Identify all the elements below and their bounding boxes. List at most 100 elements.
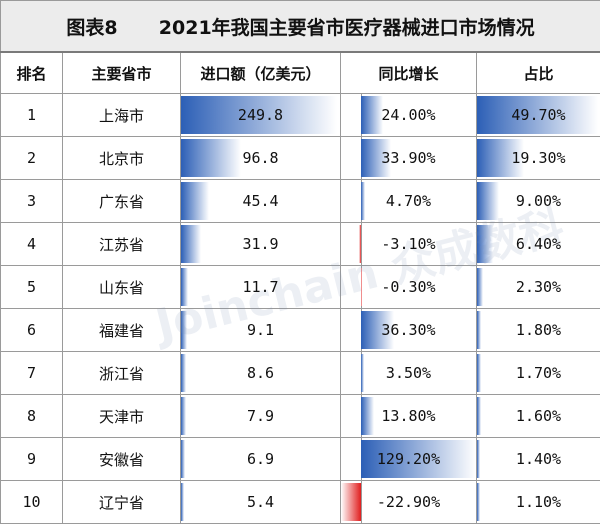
cell-share-text: 19.30% [511, 149, 565, 167]
header-region: 主要省市 [63, 52, 181, 94]
share-bar [477, 182, 499, 220]
import-bar [181, 139, 241, 177]
header-import: 进口额（亿美元） [181, 52, 341, 94]
cell-import-text: 7.9 [247, 407, 274, 425]
header-rank: 排名 [1, 52, 63, 94]
cell-region: 浙江省 [63, 352, 181, 395]
cell-share: 19.30% [477, 137, 600, 180]
import-bar [181, 354, 186, 392]
table-row: 6 福建省 9.1 36.30% 1.80% [1, 309, 600, 352]
cell-growth-text: 4.70% [386, 192, 431, 210]
cell-region-text: 辽宁省 [99, 494, 144, 512]
cell-region-text: 广东省 [99, 193, 144, 211]
cell-share: 6.40% [477, 223, 600, 266]
cell-share: 2.30% [477, 266, 600, 309]
cell-share: 9.00% [477, 180, 600, 223]
cell-share-text: 1.80% [516, 321, 561, 339]
growth-axis [361, 481, 362, 523]
cell-growth: 4.70% [341, 180, 477, 223]
table-title: 图表8 2021年我国主要省市医疗器械进口市场情况 [1, 1, 600, 53]
cell-growth: 24.00% [341, 94, 477, 137]
cell-region: 山东省 [63, 266, 181, 309]
cell-rank-text: 7 [27, 364, 36, 382]
cell-region: 福建省 [63, 309, 181, 352]
cell-rank: 9 [1, 438, 63, 481]
share-bar [477, 483, 480, 521]
import-bar [181, 268, 188, 306]
cell-growth-text: 36.30% [381, 321, 435, 339]
cell-rank-text: 5 [27, 278, 36, 296]
cell-import-text: 9.1 [247, 321, 274, 339]
cell-import: 5.4 [181, 481, 341, 524]
cell-import-text: 31.9 [242, 235, 278, 253]
growth-bar [341, 483, 361, 521]
cell-region-text: 福建省 [99, 322, 144, 340]
cell-growth: -0.30% [341, 266, 477, 309]
cell-share: 1.80% [477, 309, 600, 352]
cell-region-text: 天津市 [99, 408, 144, 426]
table-row: 10 辽宁省 5.4 -22.90% 1.10% [1, 481, 600, 524]
title-label: 图表8 [66, 17, 117, 39]
cell-share-text: 1.60% [516, 407, 561, 425]
cell-import-text: 11.7 [242, 278, 278, 296]
table-header-row: 排名 主要省市 进口额（亿美元） 同比增长 占比 [1, 52, 600, 94]
cell-share-text: 1.70% [516, 364, 561, 382]
cell-import: 96.8 [181, 137, 341, 180]
growth-bar [361, 397, 373, 435]
cell-share-text: 49.70% [511, 106, 565, 124]
cell-rank-text: 8 [27, 407, 36, 425]
cell-rank-text: 4 [27, 235, 36, 253]
cell-import-text: 249.8 [238, 106, 283, 124]
cell-share: 1.60% [477, 395, 600, 438]
cell-share: 1.10% [477, 481, 600, 524]
cell-region-text: 上海市 [99, 107, 144, 125]
cell-growth: 36.30% [341, 309, 477, 352]
cell-import-text: 96.8 [242, 149, 278, 167]
cell-growth: 33.90% [341, 137, 477, 180]
cell-region-text: 安徽省 [99, 451, 144, 469]
cell-growth-text: -0.30% [381, 278, 435, 296]
cell-growth: -22.90% [341, 481, 477, 524]
cell-rank-text: 6 [27, 321, 36, 339]
cell-rank: 3 [1, 180, 63, 223]
import-bar [181, 182, 209, 220]
cell-region: 广东省 [63, 180, 181, 223]
cell-share-text: 6.40% [516, 235, 561, 253]
header-share: 占比 [477, 52, 600, 94]
cell-import-text: 6.9 [247, 450, 274, 468]
growth-bar [359, 225, 362, 263]
cell-growth-text: 24.00% [381, 106, 435, 124]
cell-region: 安徽省 [63, 438, 181, 481]
growth-axis [361, 223, 362, 265]
table-row: 5 山东省 11.7 -0.30% 2.30% [1, 266, 600, 309]
cell-growth: 13.80% [341, 395, 477, 438]
cell-import: 9.1 [181, 309, 341, 352]
import-bar [181, 225, 201, 263]
cell-share: 1.40% [477, 438, 600, 481]
share-bar [477, 354, 481, 392]
cell-growth: -3.10% [341, 223, 477, 266]
cell-growth-text: 13.80% [381, 407, 435, 425]
table-row: 8 天津市 7.9 13.80% 1.60% [1, 395, 600, 438]
cell-import: 11.7 [181, 266, 341, 309]
cell-growth-text: -22.90% [377, 493, 440, 511]
cell-rank: 10 [1, 481, 63, 524]
cell-import-text: 5.4 [247, 493, 274, 511]
cell-region: 江苏省 [63, 223, 181, 266]
cell-region: 天津市 [63, 395, 181, 438]
cell-import: 31.9 [181, 223, 341, 266]
cell-region-text: 山东省 [99, 279, 144, 297]
cell-region: 辽宁省 [63, 481, 181, 524]
share-bar [477, 268, 483, 306]
cell-growth: 129.20% [341, 438, 477, 481]
import-bar [181, 483, 184, 521]
cell-rank: 2 [1, 137, 63, 180]
cell-import: 45.4 [181, 180, 341, 223]
cell-region: 北京市 [63, 137, 181, 180]
cell-share-text: 1.40% [516, 450, 561, 468]
